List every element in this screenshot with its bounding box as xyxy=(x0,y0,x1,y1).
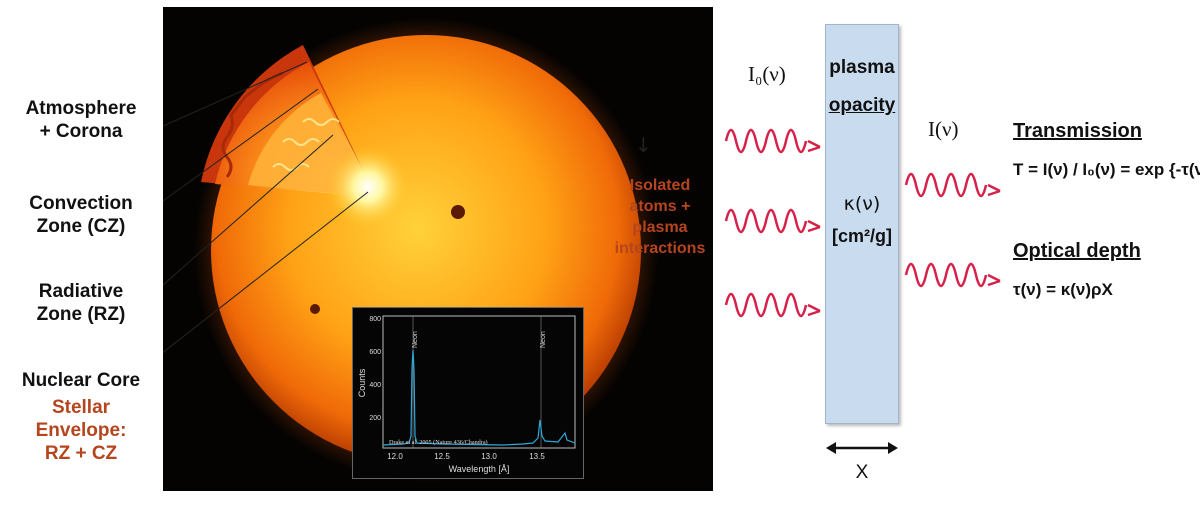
slab-title-opacity: opacity xyxy=(828,95,896,116)
transmitted-waves xyxy=(904,172,1001,288)
incident-waves xyxy=(724,128,821,318)
pointer-line xyxy=(163,61,308,127)
atmosphere-line: Atmosphere xyxy=(25,98,137,119)
convection-line: Convection xyxy=(29,193,133,214)
down-arrow-icon: ↓ xyxy=(635,133,652,157)
pointer-line xyxy=(163,191,369,354)
x-tick: 13.0 xyxy=(481,452,497,461)
envelope-line-1: Stellar xyxy=(51,397,111,418)
kappa-unit: [cm²/g] xyxy=(832,226,892,246)
peak-label: Neon xyxy=(540,331,547,348)
x-tick: 13.5 xyxy=(529,452,545,461)
atmosphere-corona-label: Atmosphere + Corona xyxy=(6,97,156,143)
x-tick: 12.5 xyxy=(434,452,450,461)
incident-wave xyxy=(724,208,821,234)
y-tick: 800 xyxy=(369,316,381,323)
convection-cells xyxy=(221,71,284,178)
transmitted-intensity-label: I(ν) xyxy=(928,117,959,141)
corona-line: + Corona xyxy=(39,121,123,142)
spectrum-plot: Counts 800 600 400 200 Neon Neon Drake e… xyxy=(357,315,576,474)
y-tick: 200 xyxy=(369,415,381,422)
envelope-line-2: Envelope: xyxy=(35,420,127,441)
incident-wave xyxy=(724,128,821,154)
transmission-formula: T = I(ν) / I₀(ν) = exp {-τ(ν)} xyxy=(1013,160,1200,179)
radiation-wave xyxy=(282,138,320,146)
pointer-line xyxy=(163,134,334,286)
convection-zone-label: Convection Zone (CZ) xyxy=(6,192,156,238)
y-tick: 400 xyxy=(369,382,381,389)
interactions-line-1: Isolated xyxy=(629,177,691,194)
credit-text: Drake et al. 2005 (Nature 436/Chandra) xyxy=(389,439,488,446)
stellar-envelope-label: Stellar Envelope: RZ + CZ xyxy=(6,396,156,465)
sunspot xyxy=(451,205,465,219)
radiative-zone-line: Zone (RZ) xyxy=(36,304,126,325)
optical-depth-formula: τ(ν) = κ(ν)ρX xyxy=(1013,280,1113,299)
spectrum-line xyxy=(382,349,576,446)
y-tick: 600 xyxy=(369,349,381,356)
interactions-line-3: plasma xyxy=(632,219,688,236)
slab-title-plasma: plasma xyxy=(829,57,895,78)
pointer-line xyxy=(163,88,319,202)
sunspot xyxy=(310,304,320,314)
plot-frame xyxy=(382,315,576,449)
convection-zone-line: Zone (CZ) xyxy=(36,216,126,237)
x-tick: 12.0 xyxy=(387,452,403,461)
incident-wave xyxy=(724,292,821,318)
radiation-wave xyxy=(272,163,310,171)
interactions-line-2: atoms + xyxy=(629,198,691,215)
transmitted-wave xyxy=(904,172,1001,198)
interactions-line-4: interactions xyxy=(614,240,706,257)
plasma-slab xyxy=(825,24,899,424)
peak-label: Neon xyxy=(412,331,419,348)
thickness-arrow xyxy=(826,442,898,454)
nuclear-core-label: Nuclear Core xyxy=(21,370,141,391)
thickness-label: X xyxy=(855,462,869,483)
optical-depth-heading: Optical depth xyxy=(1013,240,1141,262)
radiative-zone-label: Radiative Zone (RZ) xyxy=(6,280,156,326)
radiative-line: Radiative xyxy=(38,281,124,302)
nuclear-core xyxy=(326,145,410,229)
transmitted-wave xyxy=(904,262,1001,288)
envelope-line-3: RZ + CZ xyxy=(44,443,118,464)
spectrum-inset: Counts 800 600 400 200 Neon Neon Drake e… xyxy=(352,307,584,479)
interactions-label: Isolated atoms + plasma interactions xyxy=(605,175,715,259)
radiation-wave xyxy=(302,118,340,126)
y-axis-label: Counts xyxy=(357,368,367,397)
transmission-heading: Transmission xyxy=(1013,120,1142,142)
incident-intensity-label: I₀(ν) xyxy=(748,62,786,86)
x-axis-label: Wavelength [Å] xyxy=(449,464,510,474)
kappa-label: κ(ν) xyxy=(843,193,881,215)
